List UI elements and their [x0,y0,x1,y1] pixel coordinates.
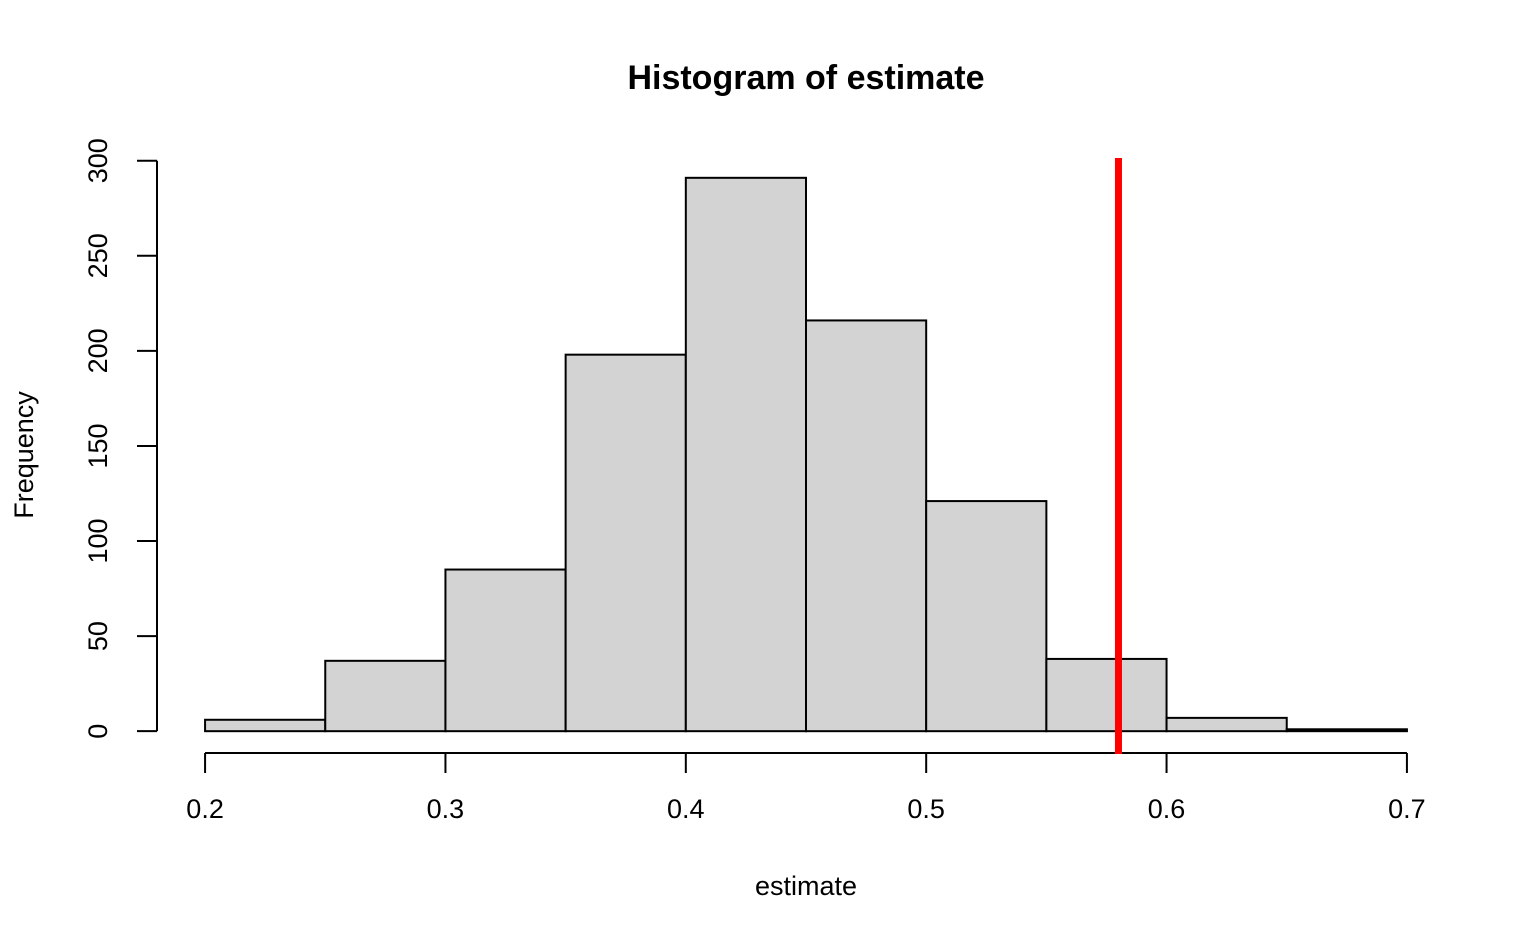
chart-title: Histogram of estimate [627,59,984,97]
y-axis-label: Frequency [9,391,39,519]
y-tick-label: 150 [83,423,113,468]
x-tick-label: 0.7 [1388,794,1426,824]
x-tick-label: 0.3 [427,794,465,824]
x-axis-label: estimate [755,871,857,901]
bar [1285,728,1408,733]
y-tick-label: 250 [83,233,113,278]
x-tick-label: 0.6 [1148,794,1186,824]
bar [444,568,567,733]
bar [324,659,447,733]
bar [805,319,928,733]
bar [1165,716,1288,733]
y-tick-label: 100 [83,518,113,563]
x-tick-label: 0.4 [667,794,705,824]
bar [925,500,1048,733]
y-tick-label: 0 [83,724,113,739]
bar [684,176,808,733]
y-tick-label: 200 [83,328,113,373]
x-tick-label: 0.2 [186,794,224,824]
x-tick-label: 0.5 [907,794,945,824]
y-tick-label: 50 [83,621,113,651]
bar [1045,657,1168,733]
bar [204,718,327,733]
y-tick-label: 300 [83,138,113,183]
bar [564,353,687,733]
